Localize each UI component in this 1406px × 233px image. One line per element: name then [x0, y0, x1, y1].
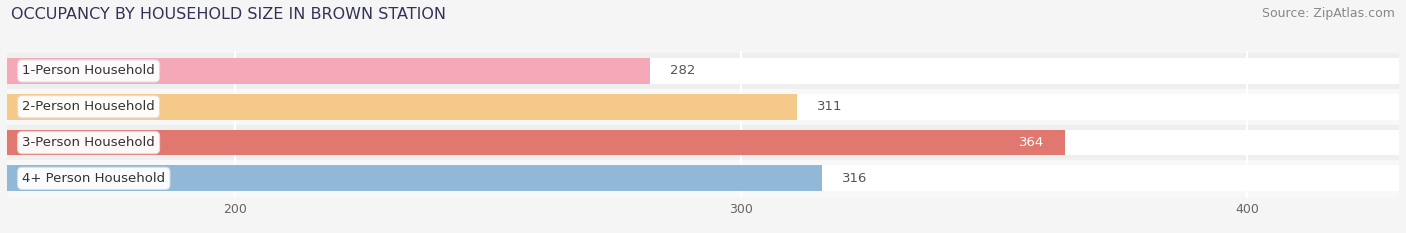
Bar	[7, 53, 1399, 89]
Bar	[7, 165, 1399, 191]
Bar	[7, 58, 1399, 84]
Text: 1-Person Household: 1-Person Household	[22, 65, 155, 77]
Text: 311: 311	[817, 100, 842, 113]
Bar	[7, 58, 650, 84]
Bar	[7, 89, 1399, 125]
Text: 3-Person Household: 3-Person Household	[22, 136, 155, 149]
Bar	[7, 161, 1399, 196]
Text: 2-Person Household: 2-Person Household	[22, 100, 155, 113]
Text: Source: ZipAtlas.com: Source: ZipAtlas.com	[1261, 7, 1395, 20]
Text: 364: 364	[1019, 136, 1045, 149]
Bar	[7, 125, 1399, 161]
Text: 316: 316	[842, 172, 868, 185]
Bar	[7, 165, 823, 191]
Text: OCCUPANCY BY HOUSEHOLD SIZE IN BROWN STATION: OCCUPANCY BY HOUSEHOLD SIZE IN BROWN STA…	[11, 7, 446, 22]
Text: 4+ Person Household: 4+ Person Household	[22, 172, 166, 185]
Bar	[7, 94, 1399, 120]
Text: 282: 282	[671, 65, 696, 77]
Bar	[7, 94, 797, 120]
Bar	[7, 130, 1399, 155]
Bar	[7, 130, 1064, 155]
